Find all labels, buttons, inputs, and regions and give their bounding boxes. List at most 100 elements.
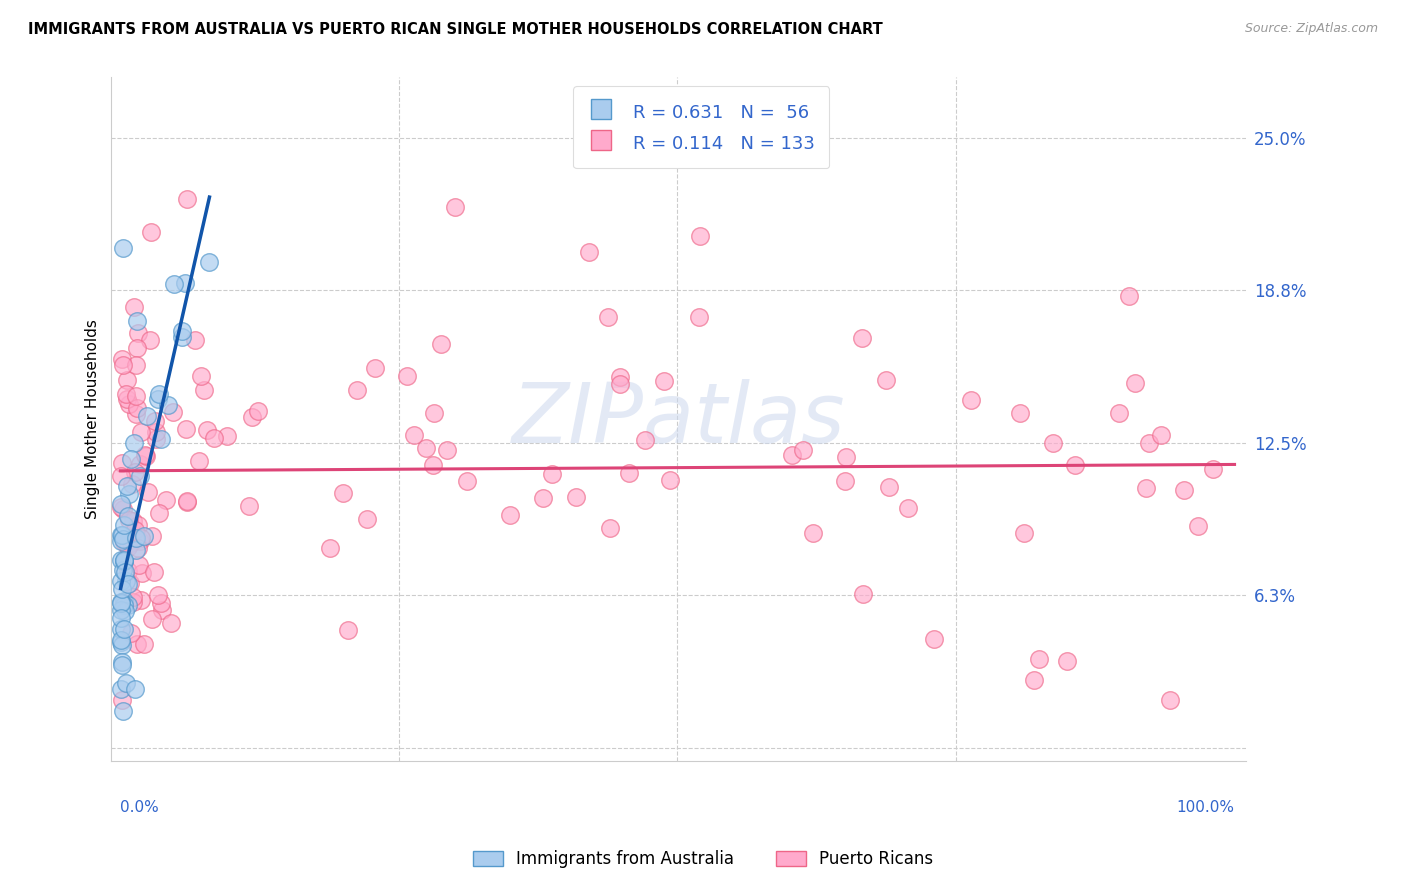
Point [198, 255, 221, 269]
Point [443, 200, 465, 214]
Point [112, 598, 135, 612]
Point [404, 427, 426, 442]
Point [120, 536, 142, 550]
Point [125, 543, 148, 558]
Point [127, 401, 149, 416]
Point [163, 277, 186, 291]
Point [110, 632, 132, 647]
Point [111, 658, 134, 673]
Text: IMMIGRANTS FROM AUSTRALIA VS PUERTO RICAN SINGLE MOTHER HOUSEHOLDS CORRELATION C: IMMIGRANTS FROM AUSTRALIA VS PUERTO RICA… [28, 22, 883, 37]
Point [129, 425, 152, 440]
Point [149, 432, 172, 446]
Legend: R = 0.631   N =  56, R = 0.114   N = 133: R = 0.631 N = 56, R = 0.114 N = 133 [574, 87, 830, 169]
Point [596, 310, 619, 324]
Point [120, 452, 142, 467]
Point [422, 458, 444, 472]
Point [134, 448, 156, 462]
Point [160, 615, 183, 630]
Point [145, 425, 167, 439]
Point [112, 622, 135, 636]
Point [110, 552, 132, 566]
Point [238, 499, 260, 513]
Text: Source: ZipAtlas.com: Source: ZipAtlas.com [1244, 22, 1378, 36]
Point [456, 474, 478, 488]
Point [170, 324, 193, 338]
Point [132, 637, 155, 651]
Point [780, 448, 803, 462]
Point [156, 398, 179, 412]
Point [145, 432, 167, 446]
Point [122, 301, 145, 315]
Point [138, 485, 160, 500]
Point [174, 276, 197, 290]
Point [688, 310, 710, 324]
Point [142, 565, 165, 579]
Point [141, 529, 163, 543]
Point [877, 480, 900, 494]
Point [835, 450, 858, 465]
Point [110, 528, 132, 542]
Point [578, 245, 600, 260]
Point [129, 593, 152, 607]
Text: ZIPatlas: ZIPatlas [512, 378, 845, 459]
Point [118, 487, 141, 501]
Point [120, 626, 142, 640]
Point [430, 336, 453, 351]
Point [834, 474, 856, 488]
Point [634, 434, 657, 448]
Point [129, 469, 152, 483]
Point [110, 611, 132, 625]
Point [436, 443, 458, 458]
Point [135, 450, 157, 464]
Point [337, 624, 360, 638]
Point [111, 655, 134, 669]
Point [150, 596, 173, 610]
Point [617, 466, 640, 480]
Legend: Immigrants from Australia, Puerto Ricans: Immigrants from Australia, Puerto Ricans [467, 844, 939, 875]
Point [110, 635, 132, 649]
Point [247, 404, 270, 418]
Point [148, 506, 170, 520]
Point [960, 392, 983, 407]
Point [110, 596, 132, 610]
Point [1137, 435, 1160, 450]
Point [141, 612, 163, 626]
Point [127, 638, 149, 652]
Point [111, 692, 134, 706]
Point [111, 582, 134, 596]
Point [148, 387, 170, 401]
Point [110, 468, 132, 483]
Point [146, 392, 169, 406]
Point [128, 534, 150, 549]
Point [187, 454, 209, 468]
Point [240, 410, 263, 425]
Point [114, 604, 136, 618]
Point [423, 406, 446, 420]
Point [1010, 406, 1032, 420]
Point [1028, 652, 1050, 666]
Point [1118, 288, 1140, 302]
Point [415, 441, 437, 455]
Point [1022, 673, 1045, 687]
Point [122, 594, 145, 608]
Point [319, 541, 342, 556]
Point [689, 229, 711, 244]
Point [111, 456, 134, 470]
Point [118, 397, 141, 411]
Point [1123, 376, 1146, 391]
Point [112, 534, 135, 549]
Point [176, 493, 198, 508]
Point [851, 587, 873, 601]
Point [110, 500, 132, 514]
Point [184, 333, 207, 347]
Point [499, 508, 522, 523]
Point [111, 359, 134, 373]
Point [111, 563, 134, 577]
Point [146, 588, 169, 602]
Point [122, 435, 145, 450]
Point [118, 513, 141, 527]
Point [117, 577, 139, 591]
Point [111, 639, 134, 653]
Point [1012, 525, 1035, 540]
Point [115, 373, 138, 387]
